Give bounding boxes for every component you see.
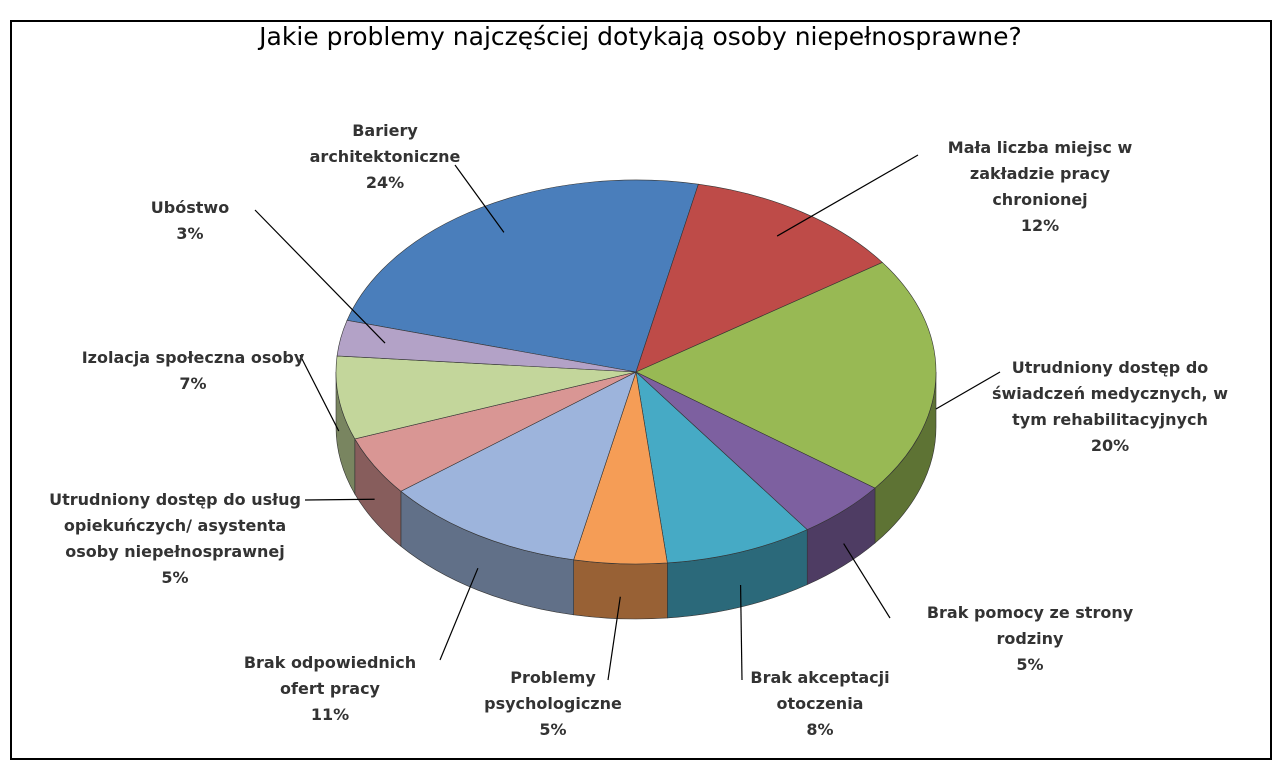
value-label: 20% [1090,436,1130,455]
leader-line [739,584,743,681]
value-label: 7% [179,374,207,393]
leader-line [454,164,505,233]
data-label: Brak pomocy ze strony rodziny 5% [910,600,1150,678]
category-label: Utrudniony dostęp do usług opiekuńczych/… [49,490,301,561]
category-label: Bariery architektoniczne [309,121,461,166]
data-label: Izolacja społeczna osoby 7% [78,345,308,397]
category-label: Brak pomocy ze strony rodziny [926,603,1134,648]
data-label: Brak odpowiednich ofert pracy 11% [225,650,435,728]
category-label: Ubóstwo [150,198,230,217]
value-label: 12% [1020,216,1060,235]
value-label: 8% [806,720,834,739]
value-label: 11% [310,705,350,724]
category-label: Izolacja społeczna osoby [81,348,305,367]
data-label: Utrudniony dostęp do świadczeń medycznyc… [990,355,1230,459]
leader-line [607,596,621,681]
data-label: Utrudniony dostęp do usług opiekuńczych/… [45,487,305,591]
category-label: Problemy psychologiczne [484,668,622,713]
slice [635,183,883,373]
value-label: 5% [161,568,189,587]
slice [335,355,637,440]
category-label: Brak akceptacji otoczenia [750,668,890,713]
value-label: 3% [176,224,204,243]
slice [400,371,637,561]
category-label: Brak odpowiednich ofert pracy [243,653,417,698]
slice [635,371,808,564]
slice [635,262,937,489]
chart-title: Jakie problemy najczęściej dotykają osob… [259,22,1022,51]
slice [336,320,637,373]
leader-line [254,209,386,344]
data-label: Brak akceptacji otoczenia 8% [735,665,905,743]
leader-line [439,567,479,661]
value-label: 24% [365,173,405,192]
data-label: Bariery architektoniczne 24% [305,118,465,196]
category-label: Utrudniony dostęp do świadczeń medycznyc… [992,358,1228,429]
slice [346,179,699,373]
leader-line [843,543,891,619]
leader-line [776,154,919,237]
category-label: Mała liczba miejsc w zakładzie pracy chr… [947,138,1133,209]
value-label: 5% [539,720,567,739]
leader-line [299,354,340,432]
data-label: Problemy psychologiczne 5% [468,665,638,743]
leader-line [304,498,375,501]
value-label: 5% [1016,655,1044,674]
data-label: Mała liczba miejsc w zakładzie pracy chr… [930,135,1150,239]
leader-line [935,371,1001,410]
slice-side [573,559,668,620]
data-label: Ubóstwo 3% [130,195,250,247]
